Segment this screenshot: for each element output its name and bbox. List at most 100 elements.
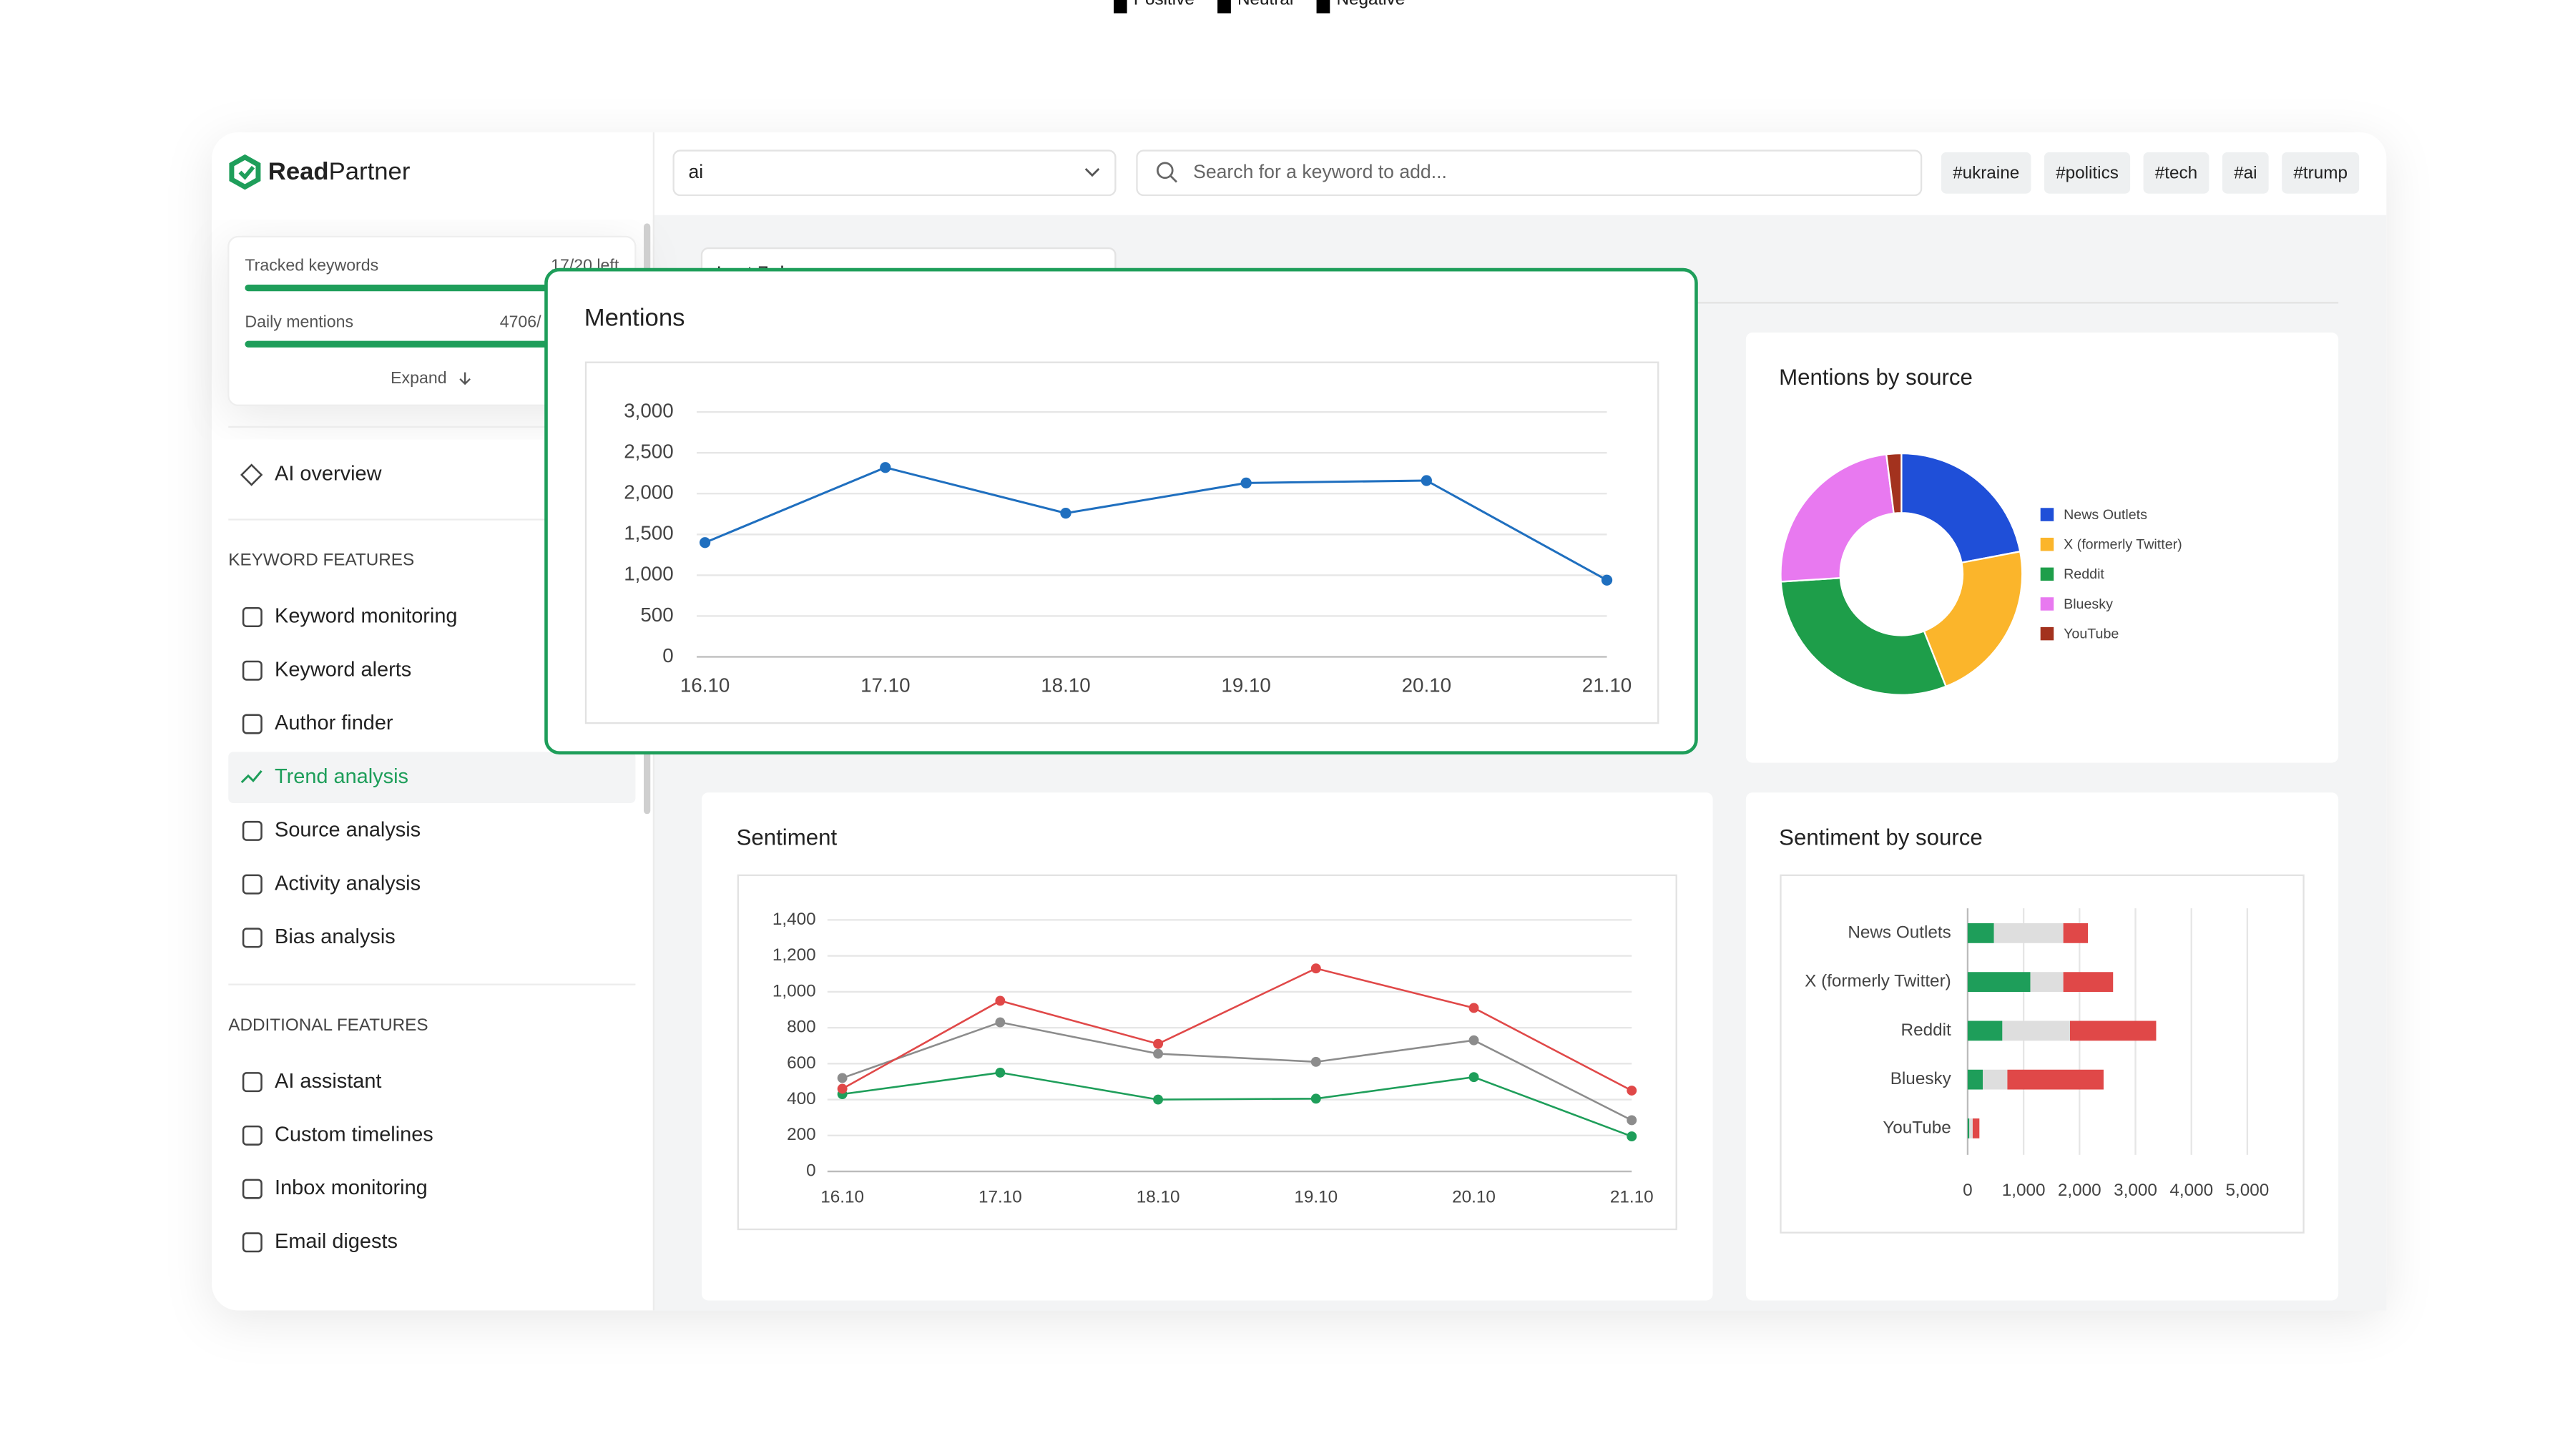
y-tick-label: 1,000 (772, 981, 816, 1000)
x-tick-label: 17.10 (860, 674, 910, 696)
data-point (1601, 574, 1613, 586)
data-point (1310, 1056, 1321, 1067)
data-point (1153, 1048, 1164, 1059)
brand: ReadPartner (268, 158, 411, 185)
legend-label: Positive (1134, 0, 1195, 9)
nav-item[interactable]: Keyword alerts (275, 658, 411, 681)
expand-button[interactable]: Expand (391, 368, 446, 387)
nav-item[interactable]: Source analysis (275, 819, 421, 842)
y-tick-label: 200 (787, 1125, 816, 1144)
nav-item[interactable]: Activity analysis (275, 872, 421, 895)
search-box[interactable] (1136, 149, 1923, 197)
data-point (995, 995, 1006, 1006)
data-point (1310, 963, 1321, 974)
tag[interactable] (2143, 152, 2209, 194)
logo (229, 154, 261, 190)
bar-segment (1983, 1069, 2008, 1090)
usage-bar (245, 284, 619, 292)
data-point (1240, 477, 1252, 489)
legend-label: Neutral (1237, 0, 1293, 9)
data-point (880, 462, 891, 473)
x-tick-label: 16.10 (680, 674, 730, 696)
series-line (842, 1021, 1632, 1121)
y-tick-label: 1,400 (772, 910, 816, 929)
nav-item[interactable]: Custom timelines (275, 1123, 433, 1146)
nav-section-title: KEYWORD FEATURES (228, 551, 414, 570)
y-tick-label: 800 (787, 1018, 816, 1037)
data-point (1060, 507, 1071, 519)
bar-segment (2063, 923, 2089, 943)
chevron-icon (1084, 168, 1100, 177)
nav-item[interactable]: Inbox monitoring (275, 1176, 428, 1199)
chart-title: Mentions by source (1779, 365, 1973, 390)
y-tick-label: 0 (806, 1161, 816, 1180)
data-point (1627, 1086, 1637, 1096)
data-point (1421, 475, 1432, 486)
tag-list: #ukraine #politics #tech #ai #trump (1941, 152, 2360, 194)
series-line (705, 466, 1608, 581)
pie-slice (1900, 452, 2021, 564)
nav-icon (242, 1125, 263, 1146)
series-line (842, 967, 1632, 1092)
chart-title: Sentiment (737, 825, 838, 850)
pie-slice (1923, 550, 2024, 688)
bar-segment (1993, 923, 2064, 943)
nav-item[interactable]: AI assistant (275, 1070, 381, 1093)
data-point (995, 1067, 1006, 1078)
legend-swatch (1316, 0, 1330, 14)
tag-label: #ukraine (1953, 163, 2019, 182)
nav-icon (242, 714, 263, 734)
bar-segment (2007, 1069, 2104, 1090)
bar-segment (1969, 1118, 1973, 1138)
bar-segment (2030, 972, 2064, 993)
x-tick-label: 18.10 (1041, 674, 1090, 696)
legend-label: Negative (1336, 0, 1405, 9)
x-tick-label: 2,000 (2058, 1181, 2101, 1200)
bar-segment (1967, 972, 2031, 993)
nav-item[interactable]: Author finder (275, 712, 393, 734)
nav-icon (242, 660, 263, 681)
bar-segment (2063, 972, 2114, 993)
usage-label: Tracked keywords (245, 256, 378, 275)
x-tick-label: 21.10 (1610, 1187, 1654, 1206)
tag[interactable] (2282, 152, 2360, 194)
y-tick-label: X (formerly Twitter) (1805, 972, 1951, 991)
brand-bold: Read (268, 158, 329, 185)
keyword-select-value: ai (688, 161, 703, 182)
x-tick-label: 19.10 (1294, 1187, 1338, 1206)
popup-card (544, 267, 1698, 755)
y-tick-label: 1,200 (772, 945, 816, 965)
nav-item[interactable]: Keyword monitoring (275, 605, 457, 628)
tag[interactable] (1941, 152, 2031, 194)
pie-slice (1780, 576, 1948, 696)
y-tick-label: Reddit (1901, 1020, 1951, 1040)
keyword-select[interactable] (672, 149, 1117, 197)
legend-swatch (2040, 567, 2054, 581)
nav-item[interactable]: Bias analysis (275, 925, 396, 948)
legend-label: YouTube (2064, 626, 2119, 641)
y-tick-label: 1,000 (624, 563, 673, 585)
tag-label: #trump (2293, 163, 2348, 182)
y-tick-label: 500 (640, 604, 673, 626)
y-tick-label: 2,500 (624, 440, 673, 462)
y-tick-label: Bluesky (1890, 1069, 1952, 1088)
tag[interactable] (2044, 152, 2131, 194)
nav-icon (242, 606, 263, 627)
nav-icon (240, 769, 263, 784)
nav-item[interactable]: Email digests (275, 1230, 398, 1253)
legend-swatch (1217, 0, 1231, 14)
legend-label: Negative (1336, 0, 1405, 9)
series-line (842, 1071, 1632, 1138)
nav-item[interactable]: Trend analysis (275, 765, 408, 788)
nav-icon (242, 1179, 263, 1199)
pie-slice (1885, 452, 1903, 515)
chart-frame (1780, 874, 2305, 1234)
usage-value: 4706/ (500, 312, 541, 330)
sidebar-nav: AI overview KEYWORD FEATURES Keyword monit… (228, 426, 636, 1253)
mentions-popup: Mentions 0 500 1,000 1,500 2,000 2,500 3,000 16.… (544, 267, 1698, 755)
x-tick-label: 17.10 (978, 1187, 1022, 1206)
nav-item[interactable]: AI overview (275, 463, 382, 486)
tag[interactable] (2222, 152, 2269, 194)
